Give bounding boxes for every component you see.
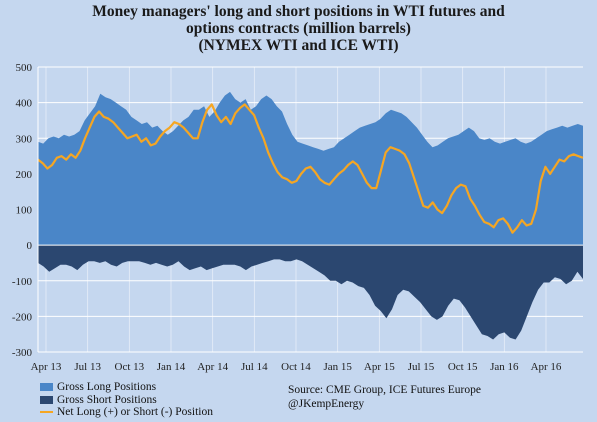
x-tick-label: Jul 15 [408, 361, 435, 373]
y-tick-label: 300 [16, 133, 33, 145]
x-tick-label: Oct 14 [281, 361, 311, 373]
title-line-1: Money managers' long and short positions… [92, 3, 505, 20]
chart-title: Money managers' long and short positions… [0, 3, 597, 54]
source-note: Source: CME Group, ICE Futures Europe @J… [288, 383, 481, 411]
legend-item-long: Gross Long Positions [40, 381, 213, 394]
x-tick-label: Jul 14 [241, 361, 268, 373]
y-tick-label: 0 [27, 240, 33, 252]
legend-item-short: Gross Short Positions [40, 394, 213, 407]
y-tick-label: -300 [12, 347, 33, 359]
series-net-line [37, 103, 584, 234]
title-line-2: options contracts (million barrels) [186, 20, 411, 37]
x-tick-label: Apr 16 [531, 361, 562, 373]
legend-label-net: Net Long (+) or Short (-) Position [57, 406, 213, 418]
series-gross-long-area [38, 91, 583, 246]
x-tick-label: Jan 14 [157, 361, 186, 373]
attribution-line: @JKempEnergy [288, 398, 365, 410]
legend-swatch-short [40, 395, 53, 404]
x-tick-label: Jan 15 [323, 361, 352, 373]
x-tick-label: Apr 13 [31, 361, 62, 373]
legend-item-net: Net Long (+) or Short (-) Position [40, 406, 213, 419]
legend-swatch-net [40, 411, 53, 414]
y-tick-label: 500 [16, 62, 33, 74]
y-tick-label: 100 [16, 205, 33, 217]
legend: Gross Long Positions Gross Short Positio… [40, 381, 213, 419]
source-line: Source: CME Group, ICE Futures Europe [288, 384, 481, 396]
x-tick-label: Oct 13 [115, 361, 145, 373]
x-tick-label: Jul 13 [74, 361, 101, 373]
title-line-3: (NYMEX WTI and ICE WTI) [198, 37, 399, 54]
y-tick-label: 200 [16, 169, 33, 181]
y-tick-label: -100 [12, 276, 33, 288]
legend-label-long: Gross Long Positions [57, 381, 157, 393]
series-gross-short-area [38, 245, 583, 340]
legend-label-short: Gross Short Positions [57, 393, 157, 406]
x-tick-label: Oct 15 [448, 361, 478, 373]
x-tick-label: Apr 15 [364, 361, 395, 373]
legend-swatch-long [40, 383, 53, 392]
x-tick-label: Jan 16 [490, 361, 519, 373]
x-tick-label: Apr 14 [197, 361, 228, 373]
y-tick-label: -200 [12, 311, 33, 323]
y-tick-label: 400 [16, 98, 33, 110]
